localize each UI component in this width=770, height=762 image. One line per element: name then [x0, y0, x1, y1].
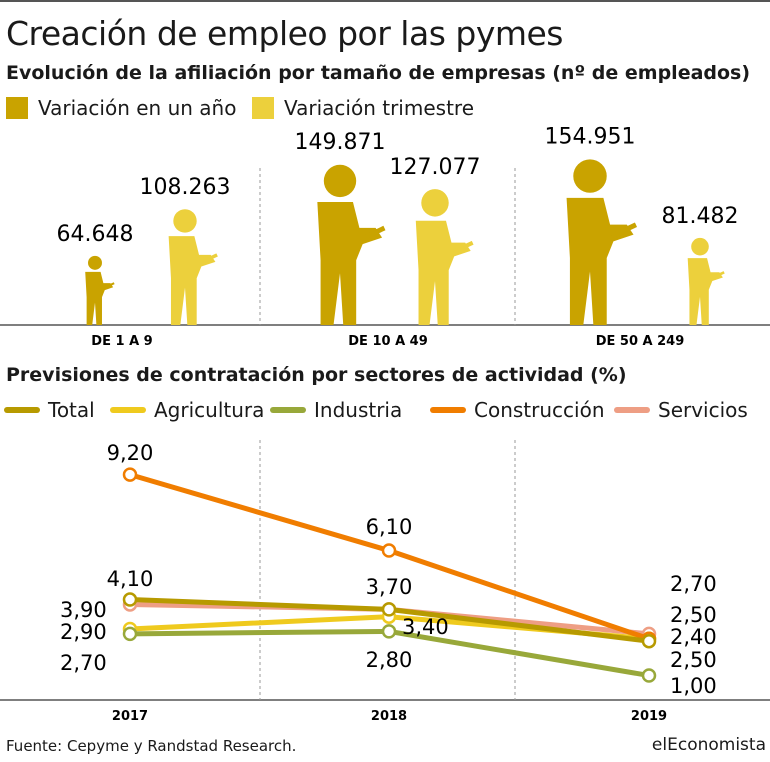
- legend-label: Variación trimestre: [284, 96, 474, 120]
- data-point: [381, 624, 397, 639]
- bar-value-label: 127.077: [390, 155, 481, 180]
- legend-line: [4, 407, 40, 413]
- data-point: [122, 467, 138, 482]
- data-point: [122, 592, 138, 607]
- legend-item: Total: [4, 398, 95, 422]
- data-value-label: 1,00: [670, 674, 717, 698]
- x-tick-label: 2019: [631, 709, 667, 724]
- legend-label: Industria: [314, 398, 403, 422]
- legend-line: [614, 407, 650, 413]
- person-pictogram-bar: [168, 209, 218, 325]
- data-point: [381, 543, 397, 558]
- legend-label: Agricultura: [154, 398, 265, 422]
- legend-item: Agricultura: [110, 398, 264, 422]
- legend-label: Construcción: [474, 398, 605, 422]
- data-point: [641, 633, 657, 649]
- legend-swatch: [252, 97, 274, 119]
- category-label: DE 10 A 49: [348, 334, 428, 349]
- legend-label: Variación en un año: [38, 96, 237, 120]
- data-value-label: 9,20: [107, 441, 154, 465]
- data-value-label: 6,10: [366, 515, 413, 539]
- bar-chart-title: Evolución de la afiliación por tamaño de…: [6, 62, 751, 84]
- data-point: [381, 602, 397, 617]
- person-pictogram-bar: [687, 237, 725, 325]
- bar-value-label: 108.263: [140, 175, 231, 200]
- category-label: DE 50 A 249: [596, 334, 685, 349]
- data-value-label: 2,80: [366, 648, 413, 672]
- legend-label: Total: [48, 398, 95, 422]
- page-title: Creación de empleo por las pymes: [6, 14, 564, 53]
- person-pictogram-bar: [415, 189, 474, 325]
- person-pictogram-bar: [566, 159, 638, 325]
- data-value-label: 2,50: [670, 603, 717, 627]
- legend-swatch: [6, 97, 28, 119]
- data-value-label: 3,70: [366, 575, 413, 599]
- legend-item-quarter: Variación trimestre: [252, 96, 474, 120]
- bar-value-label: 154.951: [545, 125, 636, 150]
- x-tick-label: 2017: [112, 709, 148, 724]
- legend-item: Industria: [270, 398, 402, 422]
- data-point: [641, 668, 657, 683]
- legend-item: Servicios: [614, 398, 748, 422]
- bar-value-label: 64.648: [57, 222, 134, 247]
- legend-line: [430, 407, 466, 413]
- brand-logo: elEconomista: [651, 735, 766, 755]
- data-value-label: 2,50: [670, 648, 717, 672]
- legend-item-annual: Variación en un año: [6, 96, 236, 120]
- data-value-label: 3,90: [60, 598, 107, 622]
- legend-item: Construcción: [430, 398, 605, 422]
- data-value-label: 2,70: [670, 572, 717, 596]
- person-pictogram-bar: [85, 255, 115, 325]
- data-value-label: 2,90: [60, 620, 107, 644]
- source-note: Fuente: Cepyme y Randstad Research.: [6, 737, 297, 755]
- data-value-label: 4,10: [107, 567, 154, 591]
- x-tick-label: 2018: [371, 709, 407, 724]
- legend-line: [110, 407, 146, 413]
- top-rule: [0, 0, 770, 2]
- data-value-label: 2,70: [60, 651, 107, 675]
- category-label: DE 1 A 9: [91, 334, 152, 349]
- data-point: [122, 626, 138, 642]
- legend-label: Servicios: [658, 398, 748, 422]
- line-chart-title: Previsiones de contratación por sectores…: [6, 364, 627, 386]
- bar-value-label: 81.482: [662, 204, 739, 229]
- person-pictogram-bar: [317, 164, 386, 325]
- data-value-label: 2,40: [670, 625, 717, 649]
- data-value-label: 3,40: [402, 615, 449, 639]
- bar-value-label: 149.871: [295, 130, 386, 155]
- legend-line: [270, 407, 306, 413]
